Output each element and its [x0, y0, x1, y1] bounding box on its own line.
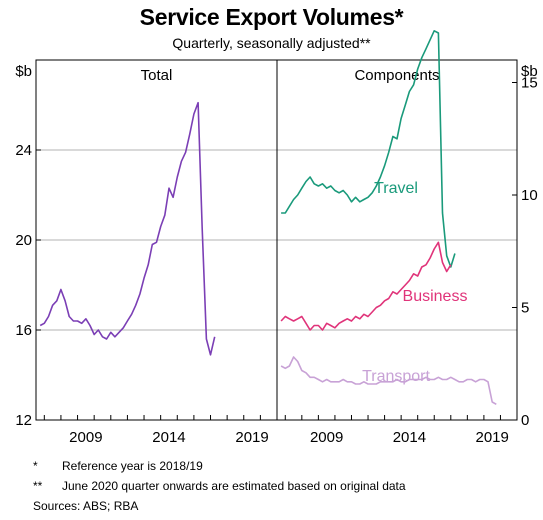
panel-title-total: Total	[141, 67, 173, 84]
series-label-transport: Transport	[362, 368, 430, 385]
series-label-business: Business	[403, 288, 468, 305]
x-tick-label: 2019	[235, 429, 268, 446]
panel-title-components: Components	[354, 67, 439, 84]
x-tick-label: 2009	[310, 429, 343, 446]
x-tick-label: 2014	[152, 429, 185, 446]
series-line-transport	[280, 356, 497, 405]
series-line-total	[39, 101, 216, 356]
y-tick-label: 0	[521, 412, 529, 429]
x-tick-label: 2019	[475, 429, 508, 446]
y-tick-label: 24	[15, 142, 32, 159]
chart-subtitle: Quarterly, seasonally adjusted**	[172, 35, 371, 51]
y-tick-label: 5	[521, 300, 529, 317]
y-tick-label: 15	[521, 75, 538, 92]
chart-title: Service Export Volumes*	[139, 4, 404, 30]
y-unit-label: $b	[15, 63, 32, 80]
x-tick-label: 2014	[393, 429, 426, 446]
chart-notes: * Reference year is 2018/19 ** June 2020 q…	[33, 456, 406, 516]
sources: Sources: ABS; RBA	[33, 499, 139, 513]
y-tick-label: 16	[15, 322, 32, 339]
y-tick-label: 20	[15, 232, 32, 249]
series-label-travel: Travel	[374, 180, 418, 197]
x-tick-label: 2009	[69, 429, 102, 446]
note-reference-year: * Reference year is 2018/19	[33, 456, 406, 476]
note-mark: *	[33, 459, 38, 473]
note-estimation: ** June 2020 quarter onwards are estimate…	[33, 476, 406, 496]
note-mark: **	[33, 479, 43, 493]
note-text: June 2020 quarter onwards are estimated …	[62, 479, 406, 493]
series-line-business	[280, 241, 452, 331]
note-text: Reference year is 2018/19	[62, 459, 203, 473]
y-tick-label: 10	[521, 187, 538, 204]
series-line-travel	[281, 29, 456, 268]
y-unit-label: $b	[521, 63, 538, 80]
y-tick-label: 12	[15, 412, 32, 429]
